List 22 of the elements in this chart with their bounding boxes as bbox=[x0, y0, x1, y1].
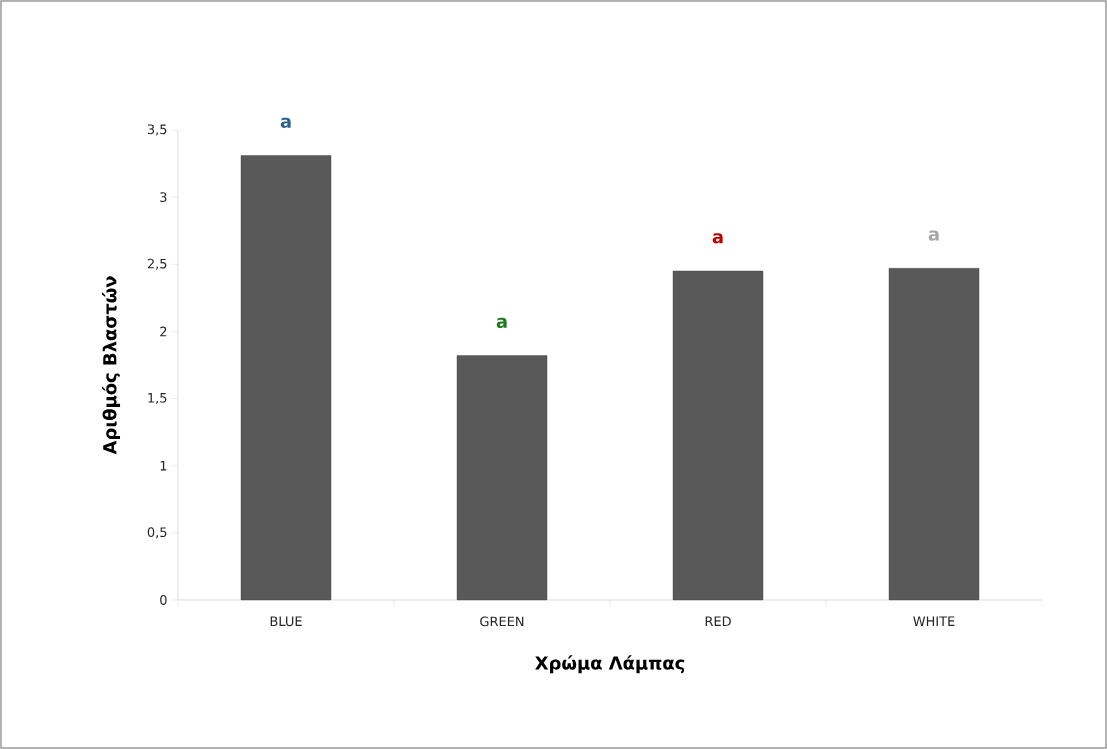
x-tick-label: RED bbox=[705, 616, 731, 626]
y-tick-label: 2 bbox=[160, 326, 167, 337]
y-tick-label: 1 bbox=[160, 460, 167, 471]
y-axis-title: Αριθμός Βλαστών bbox=[101, 276, 121, 455]
y-tick-label: 0,5 bbox=[147, 527, 167, 539]
annotation: a bbox=[712, 233, 723, 244]
annotation: a bbox=[496, 317, 507, 329]
x-tick-label: GREEN bbox=[480, 616, 524, 627]
y-tick-label: 2,5 bbox=[147, 258, 167, 270]
x-tick-label: WHITE bbox=[913, 616, 955, 626]
y-tick-label: 3 bbox=[160, 192, 167, 203]
text: a bbox=[280, 117, 291, 128]
y-tick-label: 1,5 bbox=[148, 393, 167, 405]
bar bbox=[888, 268, 980, 601]
bar bbox=[672, 270, 764, 601]
y-tick-label: 3,5 bbox=[147, 124, 167, 136]
x-axis-title: Χρώμα Λάμπας bbox=[535, 655, 685, 674]
bar bbox=[240, 155, 332, 601]
y-tick-label: 0 bbox=[160, 595, 167, 605]
annotation: a bbox=[928, 230, 939, 241]
x-tick-label: BLUE bbox=[270, 616, 302, 627]
bar bbox=[456, 355, 548, 601]
